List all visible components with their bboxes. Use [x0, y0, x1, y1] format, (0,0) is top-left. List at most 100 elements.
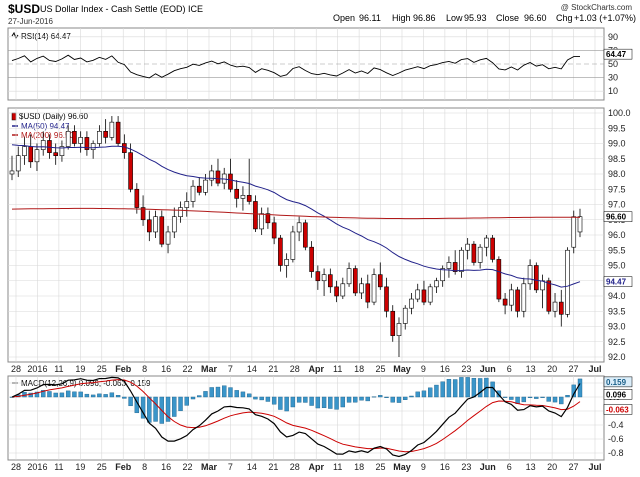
candle-body: [315, 271, 321, 282]
price-tick-label: 97.5: [608, 184, 626, 194]
rsi-line: [11, 54, 580, 79]
macd-histogram-bar: [309, 396, 314, 406]
candle-body: [577, 216, 583, 233]
macd-histogram-bar: [365, 396, 370, 402]
chart-description: US Dollar Index - Cash Settle (EOD) ICE: [40, 4, 203, 14]
macd-histogram-bar: [246, 393, 252, 398]
x-tick-label-macd: 25: [97, 462, 107, 472]
macd-tick-label: -0.8: [608, 448, 624, 458]
close-value-tag-box: [603, 211, 633, 222]
candle-body: [72, 131, 77, 144]
x-tick-label-macd: 20: [547, 462, 557, 472]
candle-body: [527, 265, 533, 285]
macd-histogram-bar: [527, 396, 533, 398]
x-tick-label-macd: Jul: [588, 462, 601, 472]
macd-hist-tag: 0.159: [606, 378, 627, 387]
macd-histogram-bar: [421, 390, 427, 398]
candle-body: [153, 216, 158, 233]
x-tick-label-macd: 16: [440, 462, 450, 472]
macd-histogram-bar: [190, 396, 196, 400]
candle-body: [365, 283, 371, 303]
macd-histogram-bar: [253, 396, 258, 400]
candle-body: [377, 274, 383, 288]
ohlc-summary: Open 96.11 High 96.86 Low 95.93 Close 96…: [333, 13, 636, 23]
macd-histogram-bar: [509, 396, 514, 400]
x-tick-label-macd: 25: [376, 462, 386, 472]
rsi-tick-label: 10: [608, 86, 618, 96]
price-tick-label: 98.0: [608, 169, 626, 179]
candle-body: [265, 213, 271, 224]
candle-body: [459, 249, 464, 272]
x-tick-label-macd: 21: [268, 462, 278, 472]
x-tick-label-price: 13: [526, 364, 536, 374]
macd-histogram-bar: [359, 396, 364, 401]
candle-body: [34, 149, 40, 163]
x-tick-label-macd: 16: [161, 462, 171, 472]
macd-histogram-bar: [521, 396, 527, 403]
candle-body: [515, 289, 520, 312]
candle-body: [409, 298, 414, 309]
chg-value: +1.03 (+1.07%): [574, 13, 636, 23]
candle-body: [184, 201, 190, 208]
macd-histogram-bar: [240, 391, 246, 398]
macd-histogram-bar: [271, 396, 277, 405]
x-tick-label-price: 28: [11, 364, 21, 374]
macd-histogram-bar: [502, 396, 508, 398]
macd-histogram-bar: [427, 387, 433, 398]
rsi-value-tag-box: [603, 48, 633, 60]
x-tick-label-macd: 27: [569, 462, 579, 472]
close-value: 96.60: [524, 13, 547, 23]
x-tick-label-price: 25: [97, 364, 107, 374]
ma50-value-tag: 94.47: [606, 278, 627, 287]
x-tick-label-macd: 23: [461, 462, 471, 472]
low-label: Low: [446, 13, 463, 23]
macd-histogram-bar: [259, 396, 264, 401]
x-tick-label-macd: Mar: [201, 462, 218, 472]
macd-histogram-bar: [415, 391, 420, 398]
candle-body: [278, 237, 283, 266]
x-tick-label-macd: 13: [526, 462, 536, 472]
macd-histogram-bar: [184, 396, 189, 406]
x-tick-label-price: 21: [268, 364, 278, 374]
price-tick-label: 96.0: [608, 230, 626, 240]
macd-histogram-bar: [552, 396, 558, 403]
macd-histogram-bar: [284, 396, 289, 412]
chart-date: 27-Jun-2016: [8, 17, 53, 26]
price-tick-label: 99.0: [608, 139, 626, 149]
ma200-line: [11, 207, 581, 220]
candle-body: [321, 274, 327, 282]
macd-histogram-bar: [409, 395, 414, 398]
high-value: 96.86: [413, 13, 436, 23]
candle-body: [328, 274, 333, 288]
candle-body: [490, 237, 495, 260]
candle-body: [259, 213, 264, 230]
x-tick-label-macd: 11: [54, 462, 63, 472]
x-tick-label-macd: 9: [421, 462, 426, 472]
candle-body: [571, 216, 577, 248]
macd-histogram-bar: [565, 395, 570, 398]
price-tick-label: 95.5: [608, 245, 626, 255]
x-tick-label-price: May: [393, 364, 411, 374]
high-label: High: [392, 13, 411, 23]
legend-symbol: $USD (Daily) 96.60: [19, 112, 88, 121]
legend-ma200: MA(200) 96.50: [21, 131, 74, 140]
x-tick-label-macd: 11: [333, 462, 342, 472]
macd-histogram-bar: [97, 393, 102, 398]
candle-body: [28, 146, 34, 163]
macd-histogram-bar: [384, 396, 389, 398]
macd-histogram-bar: [303, 396, 308, 403]
candle-body: [502, 298, 508, 306]
x-tick-label-price: 16: [161, 364, 171, 374]
candle-body: [359, 283, 364, 294]
candle-body: [228, 173, 233, 190]
rsi-tick-label: 50: [608, 59, 618, 69]
candle-body: [352, 268, 358, 294]
x-tick-label-macd: 28: [290, 462, 300, 472]
macd-histogram-bar: [378, 395, 383, 398]
macd-histogram-bar: [140, 396, 146, 419]
candle-body: [303, 222, 308, 248]
x-tick-label-macd: 18: [354, 462, 364, 472]
macd-histogram-bar: [53, 392, 58, 398]
x-tick-label-price: 25: [376, 364, 386, 374]
rsi-legend: RSI(14) 64.47: [11, 31, 106, 41]
